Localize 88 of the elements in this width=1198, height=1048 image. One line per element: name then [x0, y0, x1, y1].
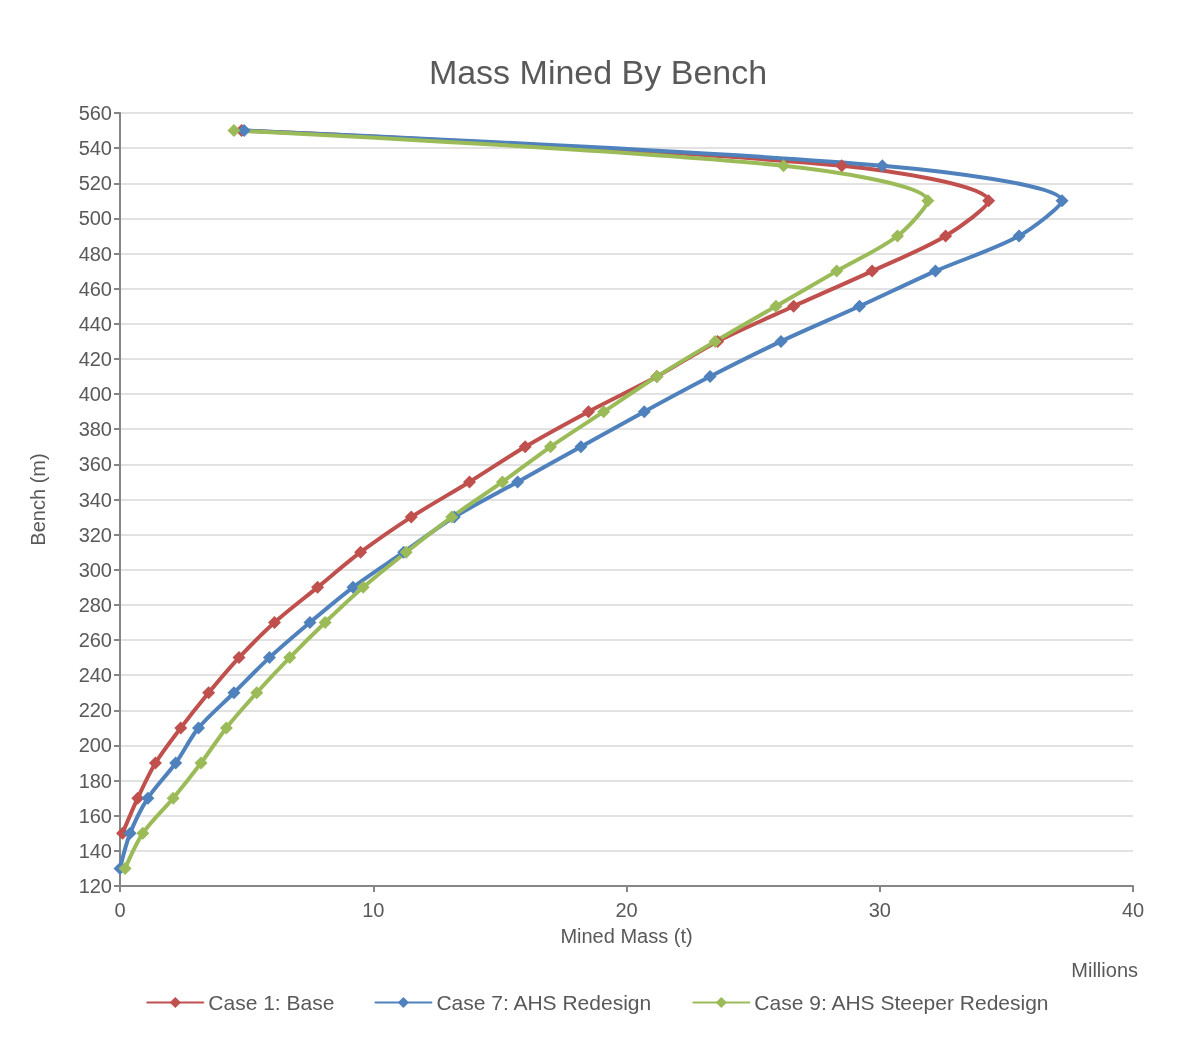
point — [774, 334, 788, 348]
point — [118, 861, 132, 875]
point — [852, 299, 866, 313]
y-tick-label: 460 — [78, 277, 112, 300]
y-tick-label: 160 — [78, 804, 112, 827]
y-tick-label: 380 — [78, 418, 112, 441]
point — [518, 440, 532, 454]
point — [174, 721, 188, 735]
y-tick-label: 400 — [78, 383, 112, 406]
y-tick-label: 300 — [78, 558, 112, 581]
point — [777, 159, 791, 173]
y-tick-label: 360 — [78, 453, 112, 476]
point — [582, 405, 596, 419]
point — [495, 475, 509, 489]
text: Millions — [1071, 959, 1139, 981]
point — [219, 721, 233, 735]
point — [123, 826, 137, 840]
point — [982, 194, 996, 208]
y-tick-label: 260 — [78, 629, 112, 652]
y-tick-label: 180 — [78, 769, 112, 792]
point — [875, 159, 889, 173]
y-tick-label: 280 — [78, 593, 112, 616]
point — [356, 580, 370, 594]
y-tick-label: 120 — [78, 875, 112, 897]
point — [202, 686, 216, 700]
chart-title: Mass Mined By Bench — [428, 53, 768, 91]
y-tick-label: 320 — [78, 523, 112, 546]
y-tick-label: 240 — [78, 664, 112, 687]
y-tick-label: 200 — [78, 734, 112, 757]
point — [787, 299, 801, 313]
point — [283, 651, 297, 665]
point — [169, 756, 183, 770]
point — [267, 615, 281, 629]
point — [346, 580, 360, 594]
x-axis-title: Mined Mass (t) — [560, 925, 693, 947]
y-tick-label: 440 — [78, 312, 112, 335]
point — [830, 264, 844, 278]
point — [141, 791, 155, 805]
x-tick-label: 40 — [1121, 899, 1145, 921]
y-tick-label: 480 — [78, 242, 112, 265]
point — [865, 264, 879, 278]
point — [769, 299, 783, 313]
point — [250, 686, 264, 700]
x-tick-label: 10 — [362, 899, 385, 921]
x-tick-label: 20 — [615, 899, 638, 921]
point — [928, 264, 942, 278]
legend-label: Case 7: AHS Redesign — [436, 991, 652, 1014]
point — [192, 721, 206, 735]
point — [318, 615, 332, 629]
y-tick-label: 140 — [78, 839, 112, 862]
point — [1055, 194, 1069, 208]
point — [232, 651, 246, 665]
point — [194, 756, 208, 770]
y-tick-label: 500 — [78, 207, 112, 230]
y-tick-label: 520 — [78, 172, 112, 195]
point — [703, 370, 717, 384]
point — [544, 440, 558, 454]
point — [227, 124, 241, 138]
y-tick-label: 220 — [78, 699, 112, 722]
point — [597, 405, 611, 419]
point — [262, 651, 276, 665]
legend-label: Case 9: AHS Steeper Redesign — [754, 991, 1049, 1014]
point — [311, 580, 325, 594]
point — [574, 440, 588, 454]
point — [303, 615, 317, 629]
y-tick-label: 540 — [78, 137, 112, 160]
point — [835, 159, 849, 173]
point — [511, 475, 525, 489]
point — [227, 686, 241, 700]
point — [131, 791, 145, 805]
y-tick-label: 340 — [78, 488, 112, 511]
point — [354, 545, 368, 559]
point — [939, 229, 953, 243]
point — [166, 791, 180, 805]
point — [404, 510, 418, 524]
point — [1012, 229, 1026, 243]
point — [890, 229, 904, 243]
point — [921, 194, 935, 208]
x-tick-label: 0 — [114, 899, 126, 921]
point — [148, 756, 162, 770]
y-tick-label: 560 — [78, 102, 112, 124]
legend-label: Case 1: Base — [208, 991, 335, 1014]
point — [136, 826, 150, 840]
point — [462, 475, 476, 489]
x-tick-label: 30 — [868, 899, 891, 921]
y-axis-title: Bench (m) — [27, 453, 49, 546]
y-tick-label: 420 — [78, 347, 112, 370]
point — [637, 405, 651, 419]
